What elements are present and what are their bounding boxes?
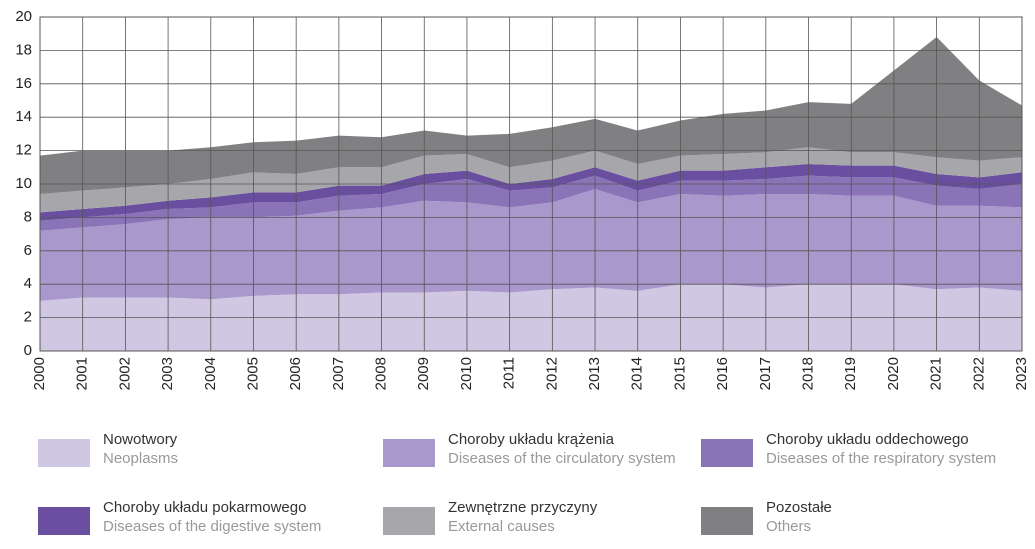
x-tick-label: 2005 [244, 357, 261, 390]
y-tick-label: 0 [24, 342, 32, 359]
x-tick-label: 2010 [458, 357, 475, 390]
y-tick-label: 18 [15, 41, 32, 58]
x-tick-label: 2008 [373, 357, 390, 390]
x-tick-label: 2012 [543, 357, 560, 390]
x-tick-label: 2016 [714, 357, 731, 390]
y-tick-label: 6 [24, 242, 32, 259]
x-tick-label: 2017 [757, 357, 774, 390]
y-tick-label: 14 [15, 108, 32, 125]
x-tick-label: 2002 [116, 357, 133, 390]
x-tick-label: 2015 [671, 357, 688, 390]
x-tick-label: 2018 [799, 357, 816, 390]
y-tick-label: 8 [24, 208, 32, 225]
y-tick-label: 2 [24, 309, 32, 326]
x-tick-label: 2014 [629, 357, 646, 390]
x-tick-label: 2020 [885, 357, 902, 390]
area [40, 189, 1022, 301]
x-tick-label: 2007 [330, 357, 347, 390]
x-tick-label: 2019 [842, 357, 859, 390]
x-tick-label: 2023 [1013, 357, 1030, 390]
x-tick-label: 2022 [970, 357, 987, 390]
x-tick-label: 2000 [31, 357, 48, 390]
x-tick-label: 2006 [287, 357, 304, 390]
x-tick-label: 2009 [415, 357, 432, 390]
y-tick-label: 16 [15, 75, 32, 92]
x-tick-label: 2013 [586, 357, 603, 390]
area [40, 163, 1022, 221]
x-tick-label: 2011 [501, 357, 518, 389]
x-tick-label: 2004 [202, 357, 219, 390]
x-tick-label: 2003 [159, 357, 176, 390]
area [40, 37, 1022, 195]
y-tick-label: 20 [15, 8, 32, 25]
y-tick-label: 4 [24, 275, 32, 292]
plot-border [39, 16, 1023, 352]
x-tick-label: 2021 [928, 357, 945, 390]
y-tick-label: 10 [15, 175, 32, 192]
area [40, 147, 1022, 213]
x-tick-label: 2001 [74, 357, 91, 390]
y-tick-label: 12 [15, 142, 32, 159]
area [40, 175, 1022, 231]
